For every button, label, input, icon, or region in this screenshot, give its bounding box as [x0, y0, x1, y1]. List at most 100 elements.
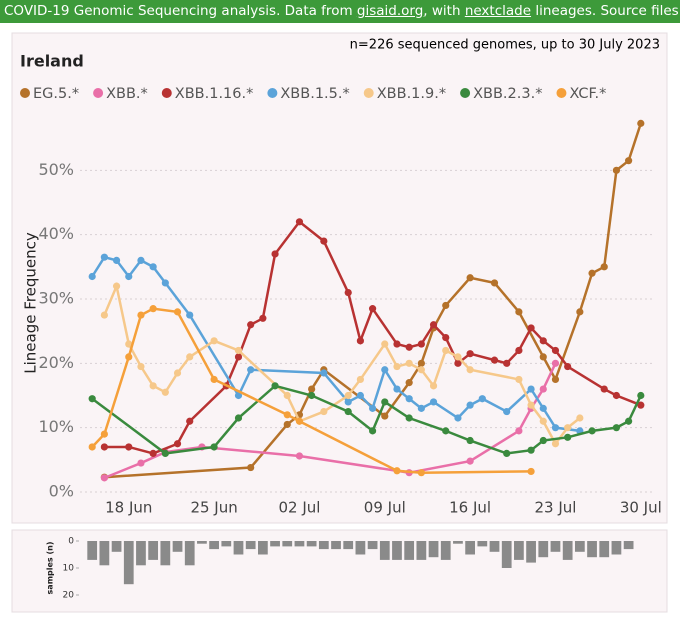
legend-label: XBB.2.3.* [473, 86, 542, 102]
bar [538, 541, 549, 558]
data-point [527, 385, 535, 393]
data-point [344, 407, 352, 416]
bar [562, 541, 573, 560]
data-point [466, 436, 474, 445]
bar [257, 541, 268, 555]
data-point [88, 443, 96, 451]
data-point [344, 288, 352, 297]
x-tick-label: 23 Jul [534, 499, 576, 517]
y-tick-label: 0% [49, 482, 74, 501]
data-point [539, 337, 547, 345]
bar [87, 541, 98, 560]
data-point [405, 379, 413, 387]
x-tick-label: 02 Jul [278, 499, 320, 517]
bar [379, 541, 390, 560]
bar [209, 541, 219, 550]
y-tick-label: 10% [38, 417, 74, 436]
data-point [551, 359, 560, 367]
samples-axis-label: samples (n) [46, 542, 55, 595]
data-point [356, 337, 365, 345]
bar [184, 541, 195, 566]
bar [428, 541, 439, 558]
data-point [405, 359, 413, 367]
data-point [564, 433, 572, 441]
bar [611, 541, 622, 555]
data-point [283, 420, 291, 429]
data-point [637, 401, 645, 409]
data-point [100, 311, 108, 319]
header-link[interactable]: nextclade [464, 3, 532, 19]
bar [501, 541, 512, 568]
data-point [539, 436, 547, 445]
bar [221, 541, 232, 547]
bar [489, 541, 500, 552]
bar [392, 541, 402, 560]
data-point [454, 353, 462, 361]
data-point [381, 366, 389, 374]
data-point [283, 411, 291, 419]
data-point [612, 166, 621, 174]
data-point [344, 398, 352, 406]
data-point [125, 353, 133, 361]
data-point [381, 340, 389, 348]
data-point [442, 427, 450, 435]
data-point [295, 417, 304, 425]
data-point [344, 391, 352, 400]
header-text: COVID-19 Genomic Sequencing analysis. Da… [4, 3, 357, 19]
header-text: lineages. Source files and more info c [535, 3, 679, 19]
bar [160, 541, 171, 566]
y-tick-label: 0 [68, 537, 74, 547]
bar [123, 541, 134, 585]
legend-label: XBB.* [106, 86, 148, 102]
data-point [271, 382, 279, 390]
data-point [515, 375, 523, 384]
data-point [173, 308, 182, 316]
bar [404, 541, 415, 560]
data-point [356, 391, 365, 400]
data-point [454, 414, 462, 422]
data-point [466, 274, 474, 282]
data-point [478, 395, 486, 403]
data-point [527, 467, 535, 476]
legend-marker [20, 88, 30, 98]
data-point [625, 417, 633, 425]
data-point [234, 414, 243, 422]
data-point [417, 469, 425, 477]
x-tick-label: 18 Jun [105, 499, 152, 517]
data-point [112, 256, 121, 264]
data-point [186, 311, 194, 319]
bar [233, 541, 244, 555]
data-point [234, 391, 243, 400]
data-point [100, 443, 108, 451]
data-point [515, 346, 523, 355]
header-link[interactable]: gisaid.org [356, 3, 424, 19]
bar [343, 541, 354, 550]
data-point [137, 311, 145, 319]
data-point [466, 366, 474, 374]
data-point [88, 395, 96, 403]
data-point [600, 263, 608, 271]
bar [197, 541, 207, 544]
legend-label: XBB.1.5.* [280, 86, 349, 102]
bar [245, 541, 256, 550]
legend-label: XBB.1.9.* [377, 86, 446, 102]
data-point [234, 346, 243, 355]
data-point [442, 346, 450, 355]
data-point [503, 359, 511, 367]
data-point [551, 346, 560, 355]
data-point [88, 272, 96, 281]
legend-marker [93, 88, 104, 98]
y-axis-label: Lineage Frequency [22, 232, 40, 374]
data-point [186, 417, 194, 425]
data-point [454, 359, 462, 367]
data-point [247, 463, 255, 472]
data-point [503, 449, 511, 457]
data-point [612, 391, 621, 400]
data-point [320, 369, 328, 377]
data-point [368, 427, 377, 435]
data-point [539, 404, 547, 412]
bar [599, 541, 610, 558]
bar [574, 541, 585, 552]
data-point [576, 308, 584, 316]
data-point [405, 414, 413, 422]
